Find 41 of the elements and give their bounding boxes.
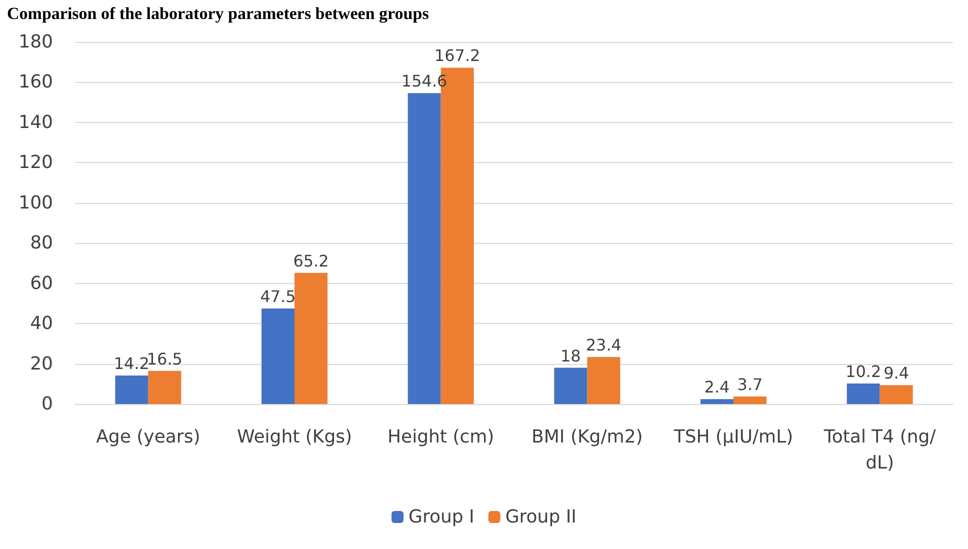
data-label: 65.2 <box>293 251 329 270</box>
y-tick-label: 20 <box>30 353 53 374</box>
bar <box>587 356 620 404</box>
x-tick-label: Height (cm) <box>387 426 494 448</box>
data-label: 2.4 <box>704 378 730 397</box>
y-tick-label: 60 <box>30 272 53 294</box>
data-label: 23.4 <box>586 335 622 354</box>
legend-label: Group II <box>505 506 576 528</box>
data-label: 3.7 <box>737 375 763 394</box>
bar <box>846 383 880 404</box>
data-label: 16.5 <box>146 349 182 368</box>
x-tick-label: Weight (Kgs) <box>236 426 352 448</box>
data-label: 47.5 <box>260 286 296 306</box>
x-tick-label: BMI (Kg/m2) <box>532 426 643 448</box>
legend-label: Group I <box>408 506 474 528</box>
bar <box>880 385 913 404</box>
y-tick-label: 40 <box>30 313 53 334</box>
data-label: 167.2 <box>434 46 480 66</box>
bar <box>734 396 766 404</box>
data-label: 14.2 <box>114 354 150 373</box>
bar <box>148 370 182 404</box>
y-tick-label: 120 <box>18 152 53 174</box>
data-label: 9.4 <box>884 364 910 383</box>
x-tick-label: Age (years) <box>96 426 200 448</box>
x-tick-label: Total T4 (ng/dL) <box>822 426 937 474</box>
y-tick-label: 140 <box>18 112 53 133</box>
y-tick-label: 100 <box>18 192 53 214</box>
bar <box>408 93 441 404</box>
x-tick-label: TSH (µIU/mL) <box>672 426 794 448</box>
data-label: 18 <box>560 346 581 366</box>
chart-title: Comparison of the laboratory parameters between groups <box>7 4 430 23</box>
bar <box>294 272 328 404</box>
y-tick-label: 160 <box>18 72 53 93</box>
y-tick-label: 180 <box>18 32 53 52</box>
bar <box>115 375 148 404</box>
bar <box>700 399 734 404</box>
data-label: 10.2 <box>846 362 882 381</box>
bar <box>554 368 588 404</box>
y-tick-label: 80 <box>30 232 53 254</box>
y-tick-label: 0 <box>42 394 53 414</box>
bar <box>262 308 294 404</box>
